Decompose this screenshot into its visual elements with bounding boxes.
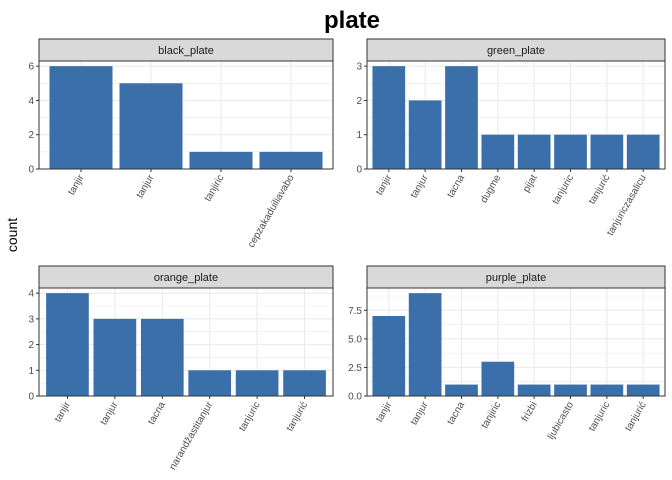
y-tick-label: 0 [28,392,34,403]
panel-black_plate: black_plate 0 2 4 6 tanjir tanjur tanjiric cepza… [28,38,334,250]
x-tick-label: tanjir [53,399,74,424]
x-tick-label: narandžastitanjur [167,399,215,472]
y-tick-label: 4 [28,289,34,300]
y-tick-label: 3 [28,314,34,325]
bar-tanjir [46,293,89,396]
facet-strip-label: purple_plate [486,272,547,284]
y-tick-label: 0 [28,165,34,176]
x-tick-label: tanjurić [284,400,310,433]
bar-tanjurić [626,384,660,396]
facet-strip-label: green_plate [487,45,545,57]
x-tick-label: tacna [445,173,467,200]
y-tick-label: 0 [356,165,362,176]
x-tick-label: tanjur [409,172,431,200]
x-tick-label: frizbi [520,400,540,424]
x-tick-label: tacna [445,400,467,427]
panel-border [38,287,334,397]
bar-tacna [140,318,184,396]
x-tick-label: tanjuriczasalicu [605,173,649,238]
x-tick-label: tanjiric [479,400,503,431]
x-tick-label: tanjiric [203,173,227,204]
bar-tanjur [408,100,442,169]
y-tick-label: 2 [356,96,362,107]
bar-cepzakaduiliavabo [259,151,323,169]
y-tick-label: 6 [28,62,34,73]
panel-orange_plate: orange_plate 0 1 2 3 4 tanjir tanjur tacna narand… [28,265,334,472]
x-tick-label: tanjuric [550,173,576,206]
bar-tanjir [49,66,113,169]
x-tick-label: tanjir [374,172,395,197]
y-tick-label: 7.5 [348,306,362,317]
y-tick-label: 2 [28,130,34,141]
x-tick-label: tanjur [135,172,157,200]
x-tick-label: cepzakaduiliavabo [246,173,297,250]
bar-tanjuric [590,384,624,396]
x-tick-label: tanjurić [623,400,649,433]
bar-tanjuriczasalicu [626,134,660,169]
x-tick-label: tanjur [98,399,120,427]
y-tick-label: 0.0 [348,392,362,403]
bar-tacna [445,384,478,396]
y-tick-label: 2 [28,340,34,351]
x-tick-label: tanjir [374,399,395,424]
x-tick-label: tanjurić [587,173,613,206]
x-tick-label: tanjuric [237,400,263,433]
x-tick-label: tanjur [409,399,431,427]
y-tick-label: 1 [356,130,362,141]
facet-strip-label: orange_plate [154,272,218,284]
bar-tanjiric [189,151,253,169]
panel-border [38,60,334,170]
bar-tanjur [408,293,442,396]
bar-frizbi [517,384,551,396]
panel-purple_plate: purple_plate 0.0 2.5 5.0 7.5 tanjir tanjur tacn… [348,265,666,442]
bar-tanjuric [554,134,587,169]
panel-border [366,60,666,170]
y-tick-label: 5.0 [348,334,362,345]
y-tick-label: 2.5 [348,363,362,374]
bar-narandžastitanjur [188,370,232,396]
bar-tanjurić [283,370,326,396]
bar-tanjur [119,83,183,169]
x-tick-label: tacna [146,400,168,427]
facet-strip-label: black_plate [158,45,214,57]
chart-title: plate [324,7,380,34]
x-tick-label: pijat [521,173,540,195]
bar-tanjir [372,316,406,396]
bar-tanjuric [235,370,279,396]
bar-tanjur [93,318,137,396]
x-tick-label: tanjuric [587,400,613,433]
y-tick-label: 3 [356,62,362,73]
x-tick-label: dugme [479,173,504,205]
bar-dugme [481,134,515,169]
panel-border [366,287,666,397]
facet-panels: black_plate 0 2 4 6 tanjir tanjur tanjiric cepza… [28,38,666,472]
bar-tanjiric [481,361,515,396]
x-tick-label: tanjir [66,172,87,197]
bar-ljubicasto [554,384,587,396]
panel-green_plate: green_plate 0 1 2 3 tanjir tanjur tacna dugme pij… [356,38,666,238]
bar-tanjir [372,66,406,169]
bar-pijat [517,134,551,169]
bar-tacna [445,66,478,169]
y-tick-label: 4 [28,96,34,107]
bar-tanjurić [590,134,624,169]
x-tick-label: ljubicasto [546,400,577,442]
y-axis-label: count [4,218,20,252]
y-tick-label: 1 [28,366,34,377]
